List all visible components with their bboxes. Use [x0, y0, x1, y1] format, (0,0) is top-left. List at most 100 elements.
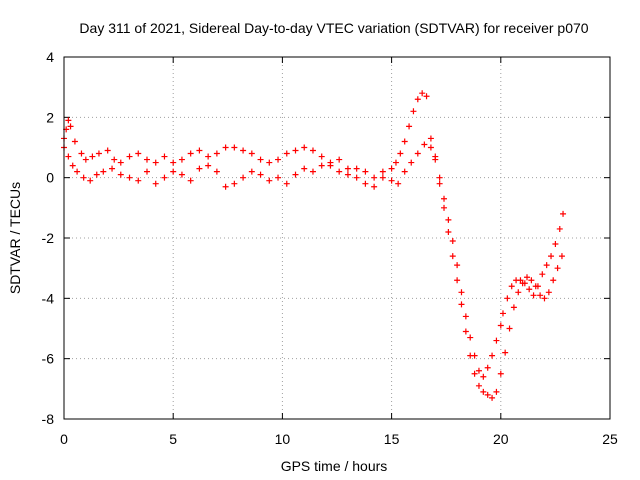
- data-point: [196, 147, 203, 154]
- data-point: [95, 150, 102, 157]
- data-point: [213, 150, 220, 157]
- y-axis-label: SDTVAR / TECUs: [7, 182, 23, 294]
- data-point: [510, 304, 517, 311]
- x-tick-label: 5: [169, 431, 177, 447]
- grid: [63, 56, 611, 420]
- data-point: [371, 183, 378, 190]
- data-point: [111, 156, 118, 163]
- chart-title: Day 311 of 2021, Sidereal Day-to-day VTE…: [79, 20, 588, 36]
- data-point: [205, 162, 212, 169]
- data-point: [309, 147, 316, 154]
- data-point: [170, 159, 177, 166]
- data-point: [532, 283, 539, 290]
- data-point: [135, 177, 142, 184]
- data-point: [336, 168, 343, 175]
- data-point: [362, 180, 369, 187]
- x-tick-label: 10: [275, 431, 291, 447]
- data-point: [248, 150, 255, 157]
- data-point: [462, 313, 469, 320]
- data-point: [462, 328, 469, 335]
- data-point: [318, 162, 325, 169]
- x-axis-label: GPS time / hours: [281, 458, 388, 474]
- data-point: [205, 153, 212, 160]
- data-point: [100, 168, 107, 175]
- data-point: [257, 171, 264, 178]
- data-point: [89, 153, 96, 160]
- data-point: [117, 159, 124, 166]
- data-point: [560, 210, 567, 217]
- data-point: [432, 153, 439, 160]
- data-point: [240, 174, 247, 181]
- data-point: [126, 153, 133, 160]
- data-point: [401, 168, 408, 175]
- data-point: [80, 174, 87, 181]
- data-point: [178, 156, 185, 163]
- plot-frame: [63, 56, 611, 420]
- data-point: [161, 174, 168, 181]
- x-tick-label: 25: [602, 431, 618, 447]
- data-point: [266, 159, 273, 166]
- data-point: [436, 180, 443, 187]
- data-point: [401, 138, 408, 145]
- data-point: [445, 228, 452, 235]
- data-point: [548, 253, 555, 260]
- data-point: [222, 144, 229, 151]
- data-point: [222, 183, 229, 190]
- data-point: [93, 171, 100, 178]
- data-point: [65, 153, 72, 160]
- data-point: [475, 382, 482, 389]
- data-point: [497, 322, 504, 329]
- data-point: [410, 108, 417, 115]
- data-point: [484, 364, 491, 371]
- data-point: [353, 165, 360, 172]
- data-point: [65, 117, 72, 124]
- data-point: [554, 265, 561, 272]
- data-point: [231, 180, 238, 187]
- data-point: [530, 292, 537, 299]
- data-point: [344, 165, 351, 172]
- data-point: [240, 147, 247, 154]
- data-point: [388, 177, 395, 184]
- data-point: [74, 168, 81, 175]
- y-tick-label: 4: [46, 49, 54, 65]
- data-point: [427, 144, 434, 151]
- data-point: [558, 253, 565, 260]
- data-point: [231, 144, 238, 151]
- data-point: [152, 159, 159, 166]
- data-point: [379, 174, 386, 181]
- y-tick-label: -8: [42, 411, 55, 427]
- data-point: [497, 370, 504, 377]
- data-point: [458, 301, 465, 308]
- data-points: [61, 90, 567, 401]
- data-point: [423, 93, 430, 100]
- data-point: [69, 162, 76, 169]
- data-point: [371, 174, 378, 181]
- data-point: [484, 391, 491, 398]
- data-point: [506, 325, 513, 332]
- data-point: [519, 280, 526, 287]
- data-point: [283, 180, 290, 187]
- data-point: [161, 153, 168, 160]
- data-point: [427, 135, 434, 142]
- data-point: [471, 370, 478, 377]
- data-point: [556, 225, 563, 232]
- data-point: [504, 295, 511, 302]
- data-point: [178, 171, 185, 178]
- data-point: [327, 159, 334, 166]
- data-point: [187, 177, 194, 184]
- data-point: [414, 150, 421, 157]
- data-point: [117, 171, 124, 178]
- data-point: [458, 289, 465, 296]
- data-point: [528, 277, 535, 284]
- data-point: [441, 195, 448, 202]
- data-point: [526, 286, 533, 293]
- data-point: [515, 289, 522, 296]
- data-point: [480, 388, 487, 395]
- data-point: [524, 274, 531, 281]
- data-point: [344, 171, 351, 178]
- data-point: [109, 165, 116, 172]
- data-point: [213, 168, 220, 175]
- data-point: [301, 165, 308, 172]
- data-point: [292, 171, 299, 178]
